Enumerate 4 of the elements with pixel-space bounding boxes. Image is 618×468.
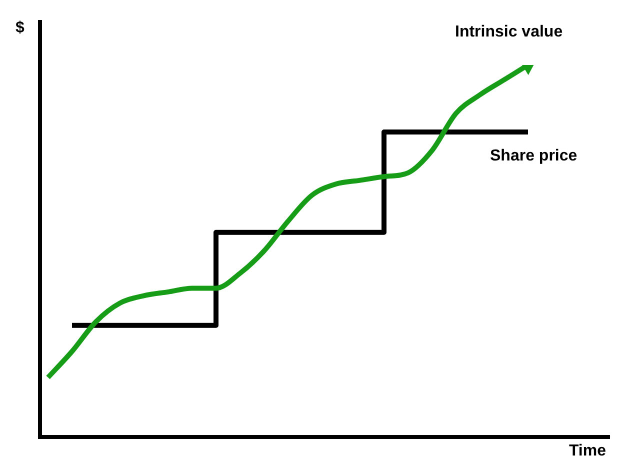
y-axis-title: $ bbox=[16, 19, 25, 36]
x-axis-title: Time bbox=[568, 442, 606, 460]
series-label: Share price bbox=[490, 147, 578, 164]
series-label: Intrinsic value bbox=[455, 23, 563, 40]
